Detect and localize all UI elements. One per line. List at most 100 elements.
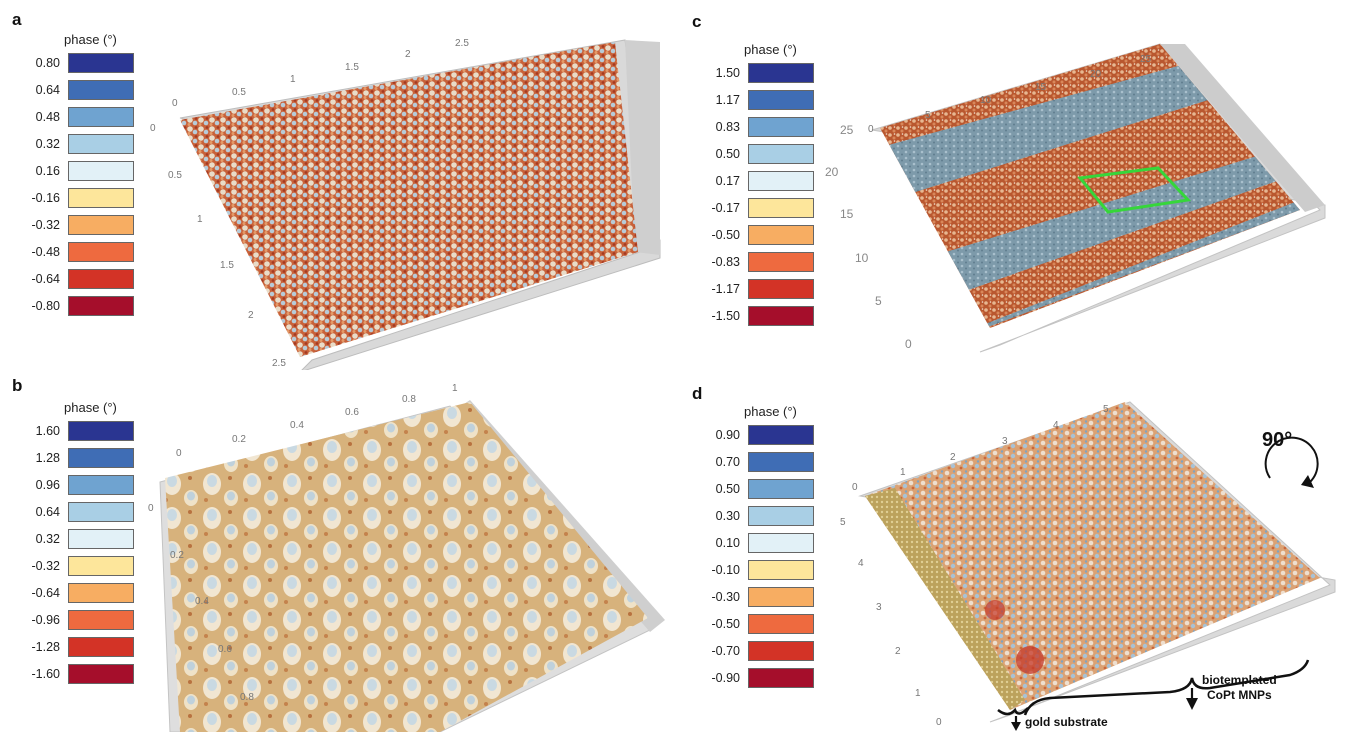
legend-value: -0.32	[31, 559, 61, 573]
legend-value: 0.80	[35, 56, 60, 70]
legend-value: 0.83	[715, 120, 740, 134]
selection-box-c	[1077, 166, 1192, 214]
legend-value: 0.64	[35, 83, 60, 97]
legend-row: -0.50	[700, 613, 820, 636]
legend-row: 1.17	[700, 89, 820, 112]
surface-b	[165, 402, 648, 732]
legend-row: 0.64	[20, 501, 140, 524]
legend-row: -0.30	[700, 586, 820, 609]
x-tick-c: 10	[980, 95, 992, 106]
legend-value: 0.30	[715, 509, 740, 523]
legend-swatch	[748, 117, 814, 137]
annotation-cop-line1: biotemplated	[1202, 673, 1277, 687]
panel-b: b phase (°) 1.60 1.28 0.96 0.64 0.32 -0.32 -0.…	[0, 370, 680, 732]
legend-row: 0.80	[20, 52, 140, 75]
legend-swatch	[748, 306, 814, 326]
legend-row: 0.32	[20, 133, 140, 156]
legend-swatch	[748, 614, 814, 634]
legend-swatch	[748, 225, 814, 245]
legend-swatch	[748, 90, 814, 110]
legend-swatch	[748, 452, 814, 472]
x-tick-a: 1.5	[345, 62, 359, 73]
x-tick-c: 25	[1140, 54, 1152, 65]
legend-swatch	[68, 80, 134, 100]
y-tick-b: 0.8	[240, 692, 254, 703]
legend-value: -0.96	[31, 613, 61, 627]
legend-value: -0.48	[31, 245, 61, 259]
legend-swatch	[68, 475, 134, 495]
legend-swatch	[748, 533, 814, 553]
y-tick-b: 0.6	[218, 644, 232, 655]
legend-row: 0.50	[700, 143, 820, 166]
legend-title-a: phase (°)	[64, 32, 117, 47]
legend-swatch	[748, 479, 814, 499]
legend-row: 0.30	[700, 505, 820, 528]
legend-swatch	[748, 506, 814, 526]
legend-value: -0.16	[31, 191, 61, 205]
red-cluster-d	[985, 600, 1005, 620]
rotate-arrowhead-icon	[1301, 475, 1314, 488]
legend-value: 1.60	[35, 424, 60, 438]
legend-value: 0.32	[35, 532, 60, 546]
legend-value: -0.50	[711, 228, 741, 242]
legend-value: 0.48	[35, 110, 60, 124]
arrowhead-cop-icon	[1186, 698, 1198, 710]
rotate-arrow-icon	[1264, 436, 1319, 483]
arrowhead-gold-icon	[1011, 722, 1021, 731]
legend-swatch	[68, 448, 134, 468]
legend-value: 1.50	[715, 66, 740, 80]
panel-label-b: b	[12, 376, 23, 395]
x-tick-c: 5	[925, 110, 931, 121]
legend-value: 0.50	[715, 147, 740, 161]
rotation-label: 90°	[1262, 429, 1292, 451]
x-tick-a: 2.5	[455, 38, 469, 49]
legend-title-c: phase (°)	[744, 42, 797, 57]
legend-swatch	[748, 641, 814, 661]
base-side-a	[625, 40, 660, 255]
x-tick-a: 0.5	[232, 87, 246, 98]
panel-label-d: d	[692, 384, 703, 403]
legend-row: -0.17	[700, 197, 820, 220]
surface-plot-c: 0 5 10 15 20 25 25 20 15 10 5 0	[825, 43, 1326, 353]
x-tick-b: 0.6	[345, 407, 359, 418]
x-tick-b: 1	[452, 383, 458, 394]
bracket-gold	[997, 707, 1029, 716]
legend-swatch	[68, 664, 134, 684]
x-tick-b: 0.2	[232, 434, 246, 445]
x-tick-b: 0	[176, 448, 182, 459]
legend-row: 0.50	[700, 478, 820, 501]
legend-swatch	[68, 215, 134, 235]
legend-value: -0.70	[711, 644, 741, 658]
legend-row: 1.28	[20, 447, 140, 470]
legend-row: -0.16	[20, 187, 140, 210]
surface-plot-a: 0 0.5 1 1.5 2 2.5 0 0.5 1 1.5 2 2.5	[150, 38, 661, 370]
legend-row: -1.60	[20, 663, 140, 686]
x-tick-a: 1	[290, 74, 296, 85]
legend-value: -1.17	[711, 282, 741, 296]
x-tick-c: 20	[1090, 69, 1102, 80]
legend-swatch	[748, 171, 814, 191]
bracket-cop	[1023, 659, 1310, 716]
legend-value: 0.50	[715, 482, 740, 496]
y-tick-a: 0.5	[168, 170, 182, 181]
legend-swatch	[748, 425, 814, 445]
legend-swatch	[748, 198, 814, 218]
legend-swatch	[68, 502, 134, 522]
x-tick-d: 3	[1002, 436, 1008, 447]
y-tick-d: 1	[915, 688, 921, 699]
legend-value: -0.32	[31, 218, 61, 232]
legend-row: 0.32	[20, 528, 140, 551]
legend-swatch	[748, 587, 814, 607]
surface-plot-b: 0 0.2 0.4 0.6 0.8 1 0 0.2 0.4 0.6 0.8	[148, 383, 665, 732]
y-tick-d: 5	[840, 517, 846, 528]
legend-swatch	[68, 556, 134, 576]
legend-row: 1.60	[20, 420, 140, 443]
legend-swatch	[748, 668, 814, 688]
surface-plot-d: 0 1 2 3 4 5 5 4 3 2 1 0 90° biotemplated…	[840, 401, 1336, 731]
legend-swatch	[748, 144, 814, 164]
legend-value: -1.50	[711, 309, 741, 323]
legend-value: 1.17	[715, 93, 740, 107]
x-tick-d: 4	[1053, 420, 1059, 431]
legend-value: -0.80	[31, 299, 61, 313]
legend-swatch	[68, 53, 134, 73]
